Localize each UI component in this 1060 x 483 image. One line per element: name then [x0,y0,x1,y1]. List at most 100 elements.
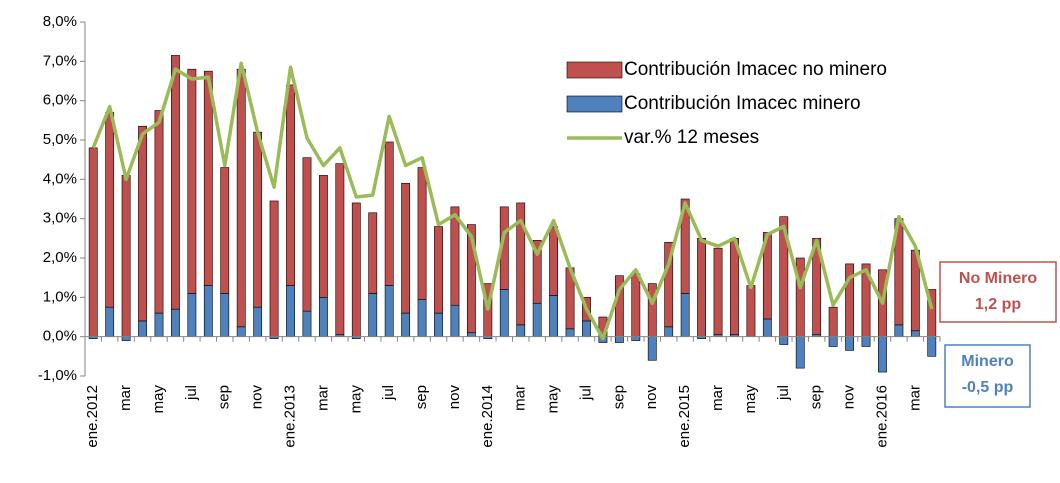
bar [878,336,887,373]
x-tick-label: may [742,385,759,414]
bar [351,202,361,337]
bar [203,70,213,286]
x-tick-label: jul [183,385,200,401]
bar [138,320,147,337]
bar [335,163,345,336]
bar [253,306,263,337]
bar [187,293,197,337]
legend-label: Contribución Imacec no minero [624,59,887,80]
bar [549,295,559,337]
bar [253,131,263,308]
y-tick-label: 5,0% [43,131,77,148]
y-tick-label: 2,0% [43,249,77,266]
bar [845,336,854,351]
bar [319,297,328,337]
x-tick-label: ene.2015 [676,385,693,448]
bar [434,226,443,314]
bar [582,320,591,337]
bar [894,324,904,337]
bar [532,240,542,304]
legend-label: Contribución Imacec minero [624,93,861,114]
x-tick-label: mar [709,385,726,411]
bar [516,324,526,337]
bar [121,175,131,337]
x-tick-label: ene.2012 [84,385,101,448]
x-tick-label: mar [314,385,331,411]
x-tick-label: mar [117,385,134,411]
bar [368,293,378,337]
x-tick-label: sep [216,385,233,409]
bar [927,336,937,357]
x-tick-label: mar [512,385,529,411]
bar [236,326,246,337]
bar [286,285,295,337]
bar [730,238,739,335]
bar [631,336,641,341]
bar [828,336,838,347]
bar [664,326,674,337]
bar [384,285,394,337]
bar [138,125,147,322]
x-tick-label: may [150,385,167,414]
x-tick-label: sep [808,385,825,409]
bar [762,232,772,320]
line-series [91,61,934,341]
bar [828,306,838,337]
x-tick-label: may [347,385,364,414]
x-tick-label: mar [906,385,923,411]
bar [319,175,328,298]
bar [434,312,443,337]
bar [269,200,279,337]
x-tick-label: may [545,385,562,414]
bar [401,312,411,337]
y-tick-label: 6,0% [43,92,77,109]
annotation-box [944,344,1031,408]
y-tick-label: -1,0% [38,367,77,384]
legend-swatch [566,95,623,113]
bar [795,257,805,337]
bar [647,336,657,361]
bar [105,306,115,337]
x-tick-label: nov [446,385,463,410]
bar [762,318,772,337]
annotation-text: No Minero [959,270,1037,287]
bar [861,336,871,347]
bar [417,167,427,300]
bar [450,206,460,306]
x-tick-label: nov [249,385,266,410]
bar [812,238,822,335]
bar [171,308,180,337]
x-tick-label: ene.2014 [479,385,496,448]
bar [614,336,624,343]
x-tick-label: jul [775,385,792,401]
x-tick-label: ene.2013 [281,385,298,448]
annotation-text: Minero [961,353,1014,370]
bar [88,147,98,337]
bar [466,332,476,337]
y-tick-label: 8,0% [43,13,77,30]
bar [910,330,920,337]
x-tick-label: jul [577,385,594,401]
bar [154,110,164,314]
x-tick-label: nov [841,385,858,410]
bar [302,310,312,337]
bar [647,283,657,337]
annotation-text: -0,5 pp [962,379,1014,396]
bar [532,302,542,337]
bar [549,226,559,296]
bar [302,157,312,312]
bar [220,293,230,337]
bar [154,312,164,337]
y-tick-label: 3,0% [43,210,77,227]
bar [697,238,706,337]
bar [680,198,690,294]
x-tick-label: jul [380,385,397,401]
bar [631,273,641,337]
bar [203,285,213,337]
y-tick-label: 0,0% [43,328,77,345]
bar [171,55,180,310]
legend-swatch [566,61,623,79]
bar [680,293,690,337]
legend-label: var.% 12 meses [624,127,759,148]
